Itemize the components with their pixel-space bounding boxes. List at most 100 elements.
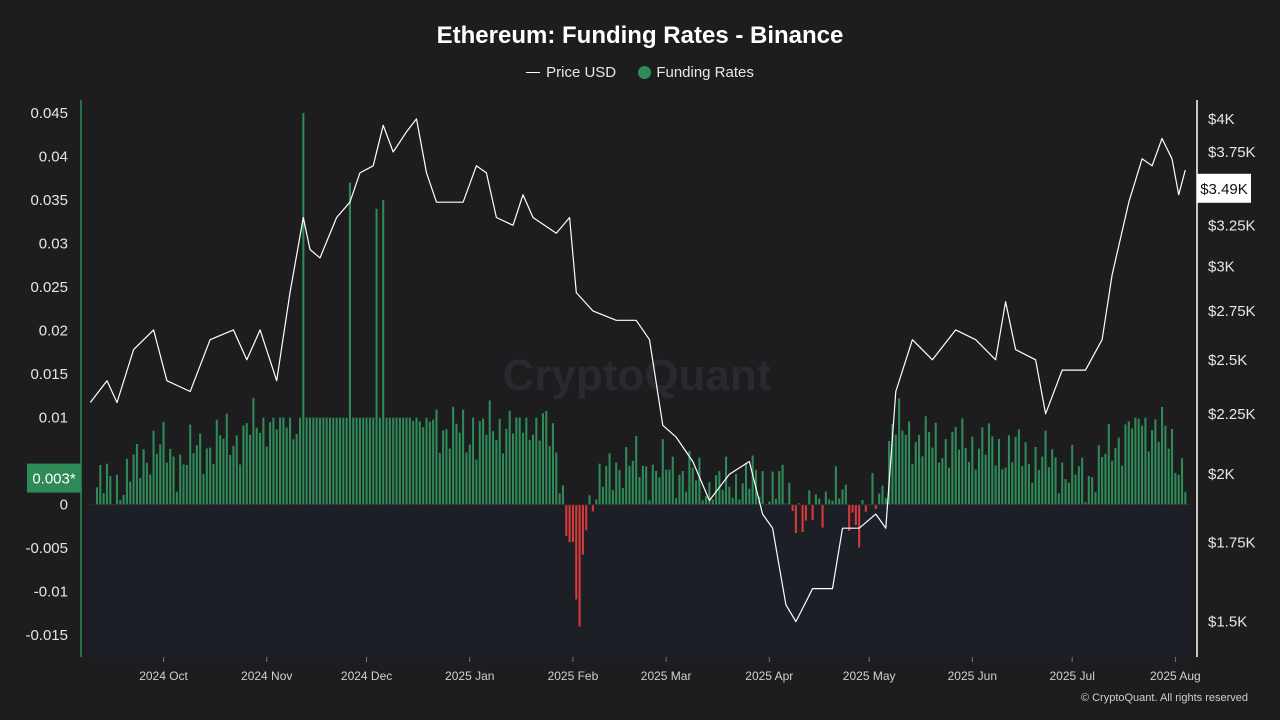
funding-bar: [888, 440, 891, 505]
funding-bar: [621, 488, 624, 505]
funding-bar: [169, 448, 172, 505]
funding-bar: [971, 436, 974, 505]
funding-bar: [322, 417, 325, 505]
legend-label-price: Price USD: [546, 63, 617, 81]
funding-bar: [1180, 458, 1184, 505]
y-left-tick-label: 0.015: [30, 366, 68, 383]
funding-bar: [967, 461, 971, 505]
funding-bar: [172, 456, 175, 505]
y-left-tick-label: 0.04: [39, 149, 68, 166]
funding-bar: [482, 418, 485, 505]
funding-bar: [242, 425, 245, 505]
legend-item-funding[interactable]: Funding Rates: [638, 64, 754, 81]
funding-bar: [179, 454, 182, 505]
funding-bar: [222, 438, 225, 505]
funding-bar: [382, 200, 385, 505]
funding-bar: [1164, 425, 1167, 505]
funding-bar: [1114, 447, 1117, 505]
funding-bar: [288, 417, 292, 505]
funding-bar: [1091, 477, 1094, 505]
y-left-tick-label: 0.025: [30, 279, 68, 296]
funding-bar: [132, 454, 135, 505]
funding-bar: [701, 500, 704, 505]
funding-bar: [345, 417, 348, 505]
funding-bar: [235, 435, 238, 505]
funding-bar: [874, 504, 877, 509]
price-line-swatch: [526, 72, 541, 74]
funding-bar: [279, 417, 282, 505]
chart-legend: Price USD Funding Rates: [0, 63, 1280, 81]
y-left-tick-label: -0.015: [25, 627, 68, 644]
funding-bar: [388, 417, 391, 505]
funding-bar: [259, 432, 262, 505]
funding-bar: [521, 432, 525, 505]
funding-bar: [365, 417, 368, 505]
funding-bar: [155, 453, 158, 505]
funding-bar: [518, 417, 521, 505]
funding-bar: [638, 477, 641, 505]
funding-bar: [199, 433, 202, 505]
funding-bar: [448, 448, 451, 505]
funding-bar: [871, 472, 874, 505]
funding-bar: [458, 432, 461, 505]
funding-bar: [671, 456, 674, 505]
funding-bar: [585, 504, 588, 531]
y-left-tick-label: 0.045: [30, 105, 68, 122]
funding-bar: [192, 453, 195, 505]
funding-bar: [558, 493, 561, 505]
funding-bar: [938, 462, 941, 505]
funding-bar: [442, 430, 445, 505]
funding-bar: [395, 417, 398, 505]
funding-bar: [195, 445, 198, 505]
funding-bar: [1104, 453, 1107, 505]
funding-bar: [538, 440, 541, 505]
funding-bar: [541, 413, 545, 505]
funding-bar: [934, 422, 937, 505]
funding-bar: [635, 435, 638, 505]
funding-bar: [385, 417, 388, 505]
funding-bar: [535, 417, 538, 505]
funding-bar: [209, 447, 212, 505]
funding-bar: [778, 471, 781, 505]
funding-bar: [145, 462, 148, 505]
y-right-tick-label: $1.75K: [1208, 535, 1256, 552]
funding-bar: [1137, 418, 1140, 505]
legend-item-price[interactable]: Price USD: [526, 64, 616, 81]
funding-bar: [811, 504, 814, 520]
funding-bar: [468, 444, 471, 505]
y-right-tick-label: $2K: [1208, 466, 1235, 483]
funding-bar: [561, 485, 564, 505]
funding-bar: [478, 421, 481, 505]
funding-bar: [1097, 445, 1100, 505]
funding-bar: [791, 504, 794, 512]
funding-bar: [485, 434, 488, 505]
funding-bar: [335, 417, 338, 505]
funding-bar: [135, 443, 138, 505]
funding-bar: [751, 455, 754, 505]
funding-bar: [252, 397, 255, 505]
funding-bar: [831, 500, 834, 505]
funding-bar: [828, 499, 831, 505]
current-funding-label: 0.003*: [32, 471, 76, 488]
funding-bar: [1157, 441, 1160, 505]
funding-bar: [784, 503, 787, 505]
funding-bar: [1141, 425, 1144, 505]
funding-bar: [1004, 467, 1007, 505]
funding-bar: [445, 429, 448, 505]
funding-bar: [628, 465, 631, 505]
funding-bar: [265, 446, 268, 505]
funding-bar: [318, 417, 322, 505]
funding-bar: [977, 448, 981, 505]
funding-bar: [788, 482, 791, 505]
y-right-tick-label: $4K: [1208, 111, 1235, 128]
funding-bar: [841, 489, 844, 505]
x-tick-label: 2025 Apr: [745, 669, 793, 683]
funding-bar: [1167, 448, 1170, 505]
funding-bar: [901, 430, 904, 505]
funding-bar: [1131, 428, 1134, 505]
funding-bar: [648, 500, 651, 505]
funding-bar: [578, 504, 581, 627]
funding-bar: [125, 458, 128, 505]
funding-bar: [152, 430, 155, 505]
